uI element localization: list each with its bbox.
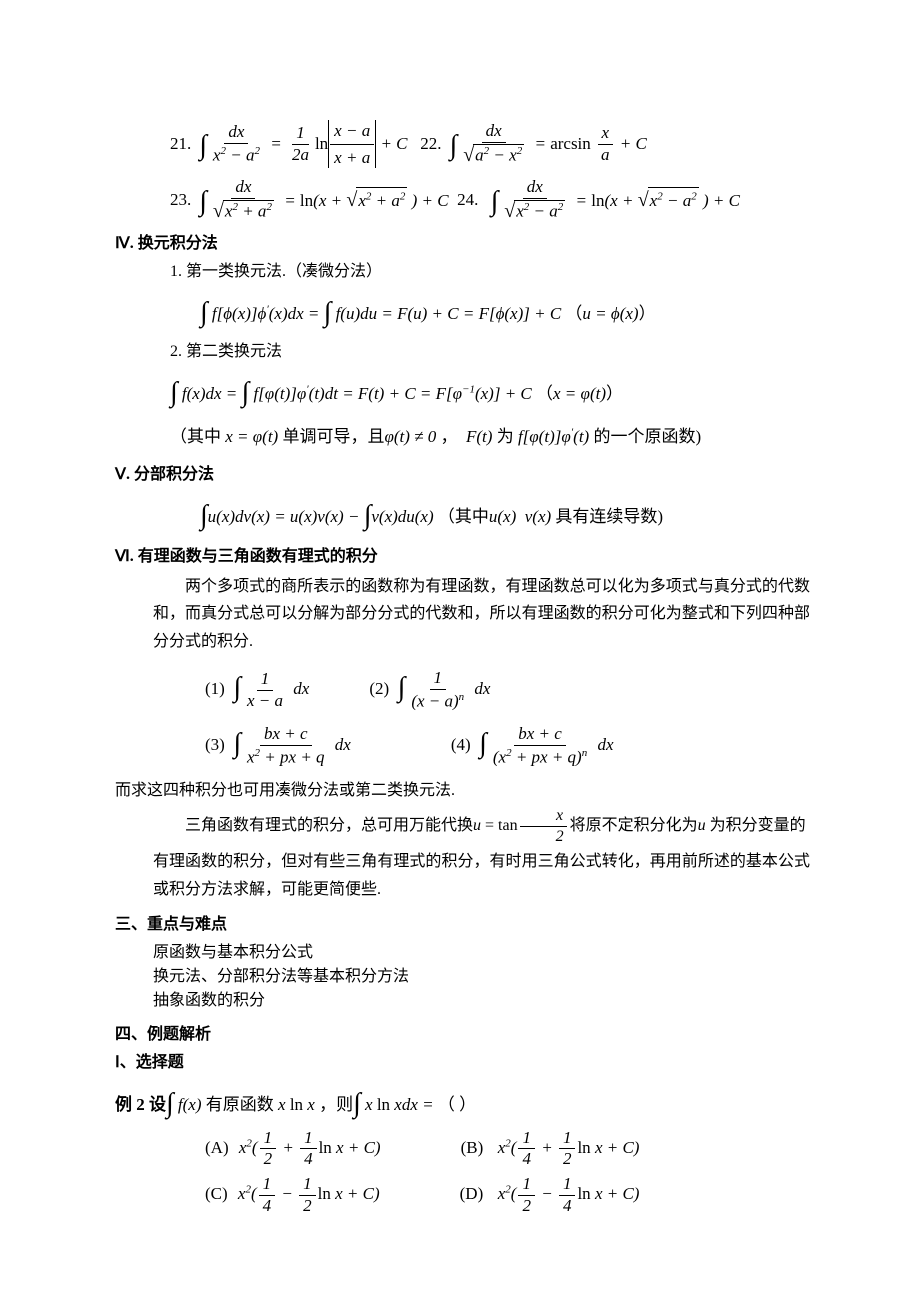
section-5-heading: Ⅴ. 分部积分法 bbox=[115, 463, 810, 487]
formula-sub1: ∫ f[ϕ(x)]ϕ′(x)dx = ∫ f(u)du = F(u) + C =… bbox=[200, 290, 810, 332]
partial-fractions-row2: (3) ∫bx + cx2 + px + q dx (4) ∫bx + c(x2… bbox=[205, 721, 810, 767]
para-6-2: 而求这四种积分也可用凑微分法或第二类换元法. bbox=[115, 777, 810, 804]
options-row-2: (C) x2(14 − 12ln x + C) (D) x2(12 − 14ln… bbox=[205, 1175, 810, 1215]
ex-sub-heading: Ⅰ、选择题 bbox=[115, 1051, 810, 1075]
integral-icon: ∫ bbox=[491, 181, 499, 223]
section-4-heading: Ⅳ. 换元积分法 bbox=[115, 232, 810, 256]
integral-icon: ∫ bbox=[450, 125, 458, 167]
integral-icon: ∫ bbox=[199, 125, 207, 167]
abs: x − a x + a bbox=[328, 118, 376, 170]
formula-sub2-cond: （其中 x = φ(t) 单调可导，且φ(t) ≠ 0 ， F(t) 为 f[φ… bbox=[170, 424, 810, 450]
sd-1: 原函数与基本积分公式 bbox=[153, 941, 810, 965]
frac: dx x2 − a2 bbox=[209, 123, 264, 165]
formula-num-24: 24. bbox=[457, 187, 478, 213]
sub-4-2: 2. 第二类换元法 bbox=[170, 340, 810, 364]
frac: xa bbox=[597, 124, 614, 164]
options-row-1: (A) x2(12 + 14ln x + C) (B) x2(14 + 12ln… bbox=[205, 1129, 810, 1169]
para-6-4: 有理函数的积分，但对有些三角有理式的积分，有时用三角公式转化，再用前所述的基本公… bbox=[153, 848, 810, 902]
section-6-heading: Ⅵ. 有理函数与三角函数有理式的积分 bbox=[115, 545, 810, 569]
frac: dx √x2 + a2 bbox=[209, 178, 278, 222]
formula-parts: ∫u(x)dv(x) = u(x)v(x) − ∫v(x)du(x) （其中u(… bbox=[200, 493, 810, 535]
sd-3: 抽象函数的积分 bbox=[153, 989, 810, 1013]
partial-fractions-row1: (1) ∫1x − a dx (2) ∫1(x − a)n dx bbox=[205, 665, 810, 711]
section-sd-heading: 三、重点与难点 bbox=[115, 913, 810, 937]
formula-num-23: 23. bbox=[170, 187, 191, 213]
formula-num-22: 22. bbox=[420, 131, 441, 157]
frac: dx √x2 − a2 bbox=[500, 178, 569, 222]
sub-4-1: 1. 第一类换元法.（凑微分法） bbox=[170, 260, 810, 284]
formula-sub2: ∫ f(x)dx = ∫ f[φ(t)]φ′(t)dt = F(t) + C =… bbox=[170, 370, 810, 412]
formula-23-24: 23. ∫ dx √x2 + a2 = ln(x + √x2 + a2 ) + … bbox=[170, 178, 810, 222]
integral-icon: ∫ bbox=[199, 181, 207, 223]
formula-num-21: 21. bbox=[170, 131, 191, 157]
formula-21-22: 21. ∫ dx x2 − a2 = 12a ln x − a x + a + … bbox=[170, 118, 810, 170]
para-6-3: 三角函数有理式的积分，总可用万能代换u = tanx2将原不定积分化为u 为积分… bbox=[153, 807, 810, 845]
frac: dx √a2 − x2 bbox=[459, 122, 528, 166]
frac: 12a bbox=[288, 124, 313, 164]
para-6-1: 两个多项式的商所表示的函数称为有理函数，有理函数总可以化为多项式与真分式的代数和… bbox=[153, 573, 810, 655]
section-ex-heading: 四、例题解析 bbox=[115, 1023, 810, 1047]
sd-2: 换元法、分部积分法等基本积分方法 bbox=[153, 965, 810, 989]
example-2-stem: 例 2 设∫ f(x) 有原函数 x ln x ，则∫ x ln xdx = （… bbox=[115, 1081, 810, 1123]
